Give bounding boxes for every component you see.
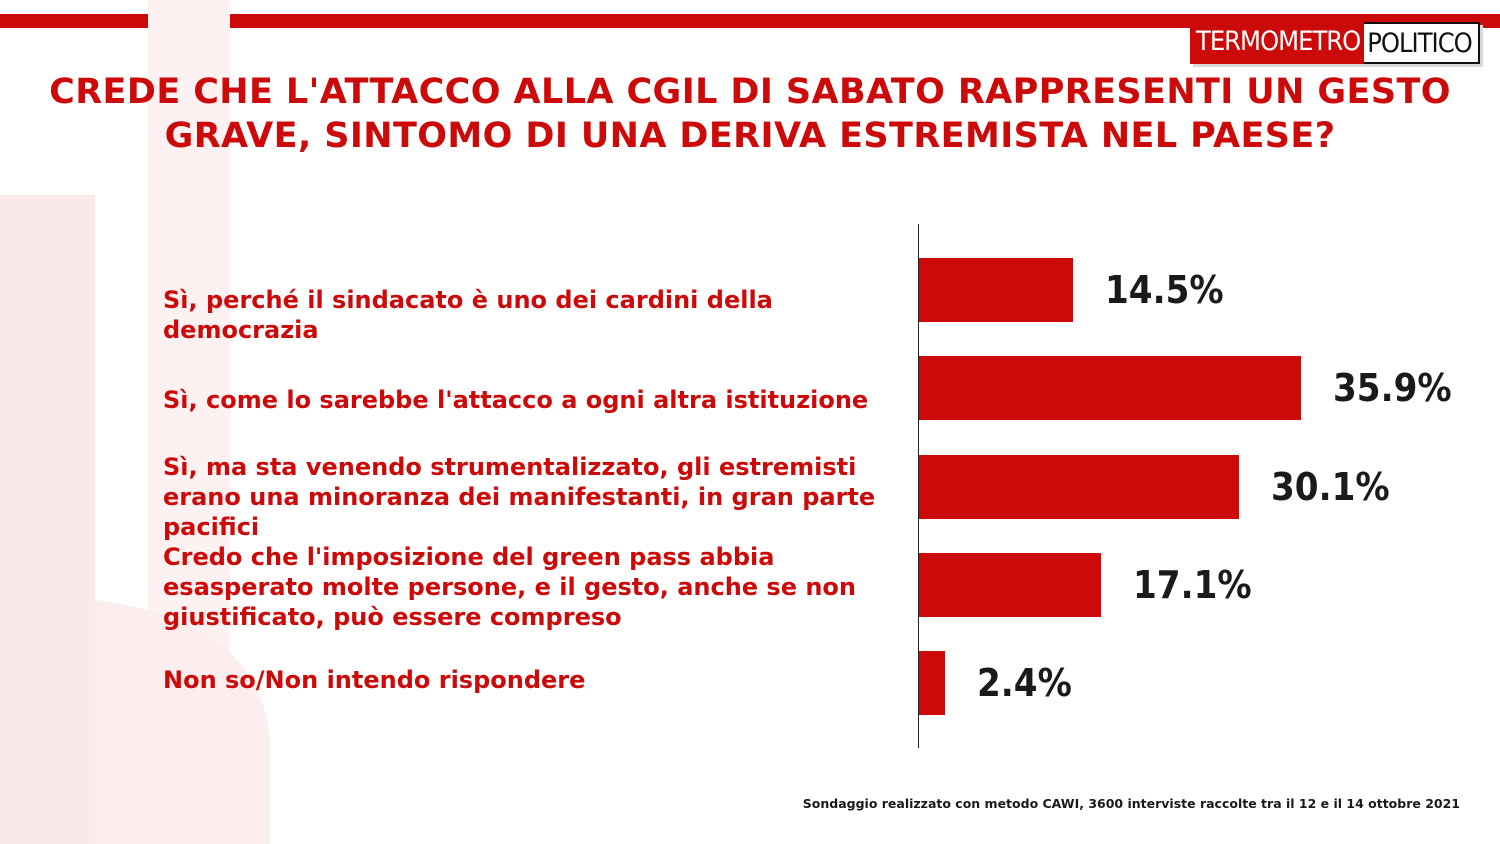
bar-5 <box>919 651 945 715</box>
bar-2 <box>919 356 1301 420</box>
bar-value-label-4: 17.1% <box>1133 563 1252 607</box>
bar-value-label-3: 30.1% <box>1271 465 1390 509</box>
category-label-3: Sì, ma sta venendo strumentalizzato, gli… <box>163 453 876 541</box>
category-label-1: Sì, perché il sindacato è uno dei cardin… <box>163 286 773 344</box>
bar-value-label-5: 2.4% <box>977 661 1072 705</box>
termometro-politico-logo: TERMOMETRO POLITICO <box>1190 22 1480 64</box>
logo-part-white: POLITICO <box>1364 22 1480 64</box>
bar-3 <box>919 455 1239 519</box>
footnote: Sondaggio realizzato con metodo CAWI, 36… <box>802 796 1460 811</box>
y-axis-line <box>918 224 919 748</box>
logo-part-red: TERMOMETRO <box>1190 22 1365 64</box>
top-accent-bar <box>0 14 1500 28</box>
bar-4 <box>919 553 1101 617</box>
bar-1 <box>919 258 1073 322</box>
category-label-4: Credo che l'imposizione del green pass a… <box>163 543 856 631</box>
chart-title: CREDE CHE L'ATTACCO ALLA CGIL DI SABATO … <box>49 72 1451 156</box>
bar-value-label-1: 14.5% <box>1105 268 1224 312</box>
category-label-5: Non so/Non intendo rispondere <box>163 666 586 694</box>
bar-value-label-2: 35.9% <box>1333 366 1452 410</box>
category-label-2: Sì, come lo sarebbe l'attacco a ogni alt… <box>163 386 869 414</box>
